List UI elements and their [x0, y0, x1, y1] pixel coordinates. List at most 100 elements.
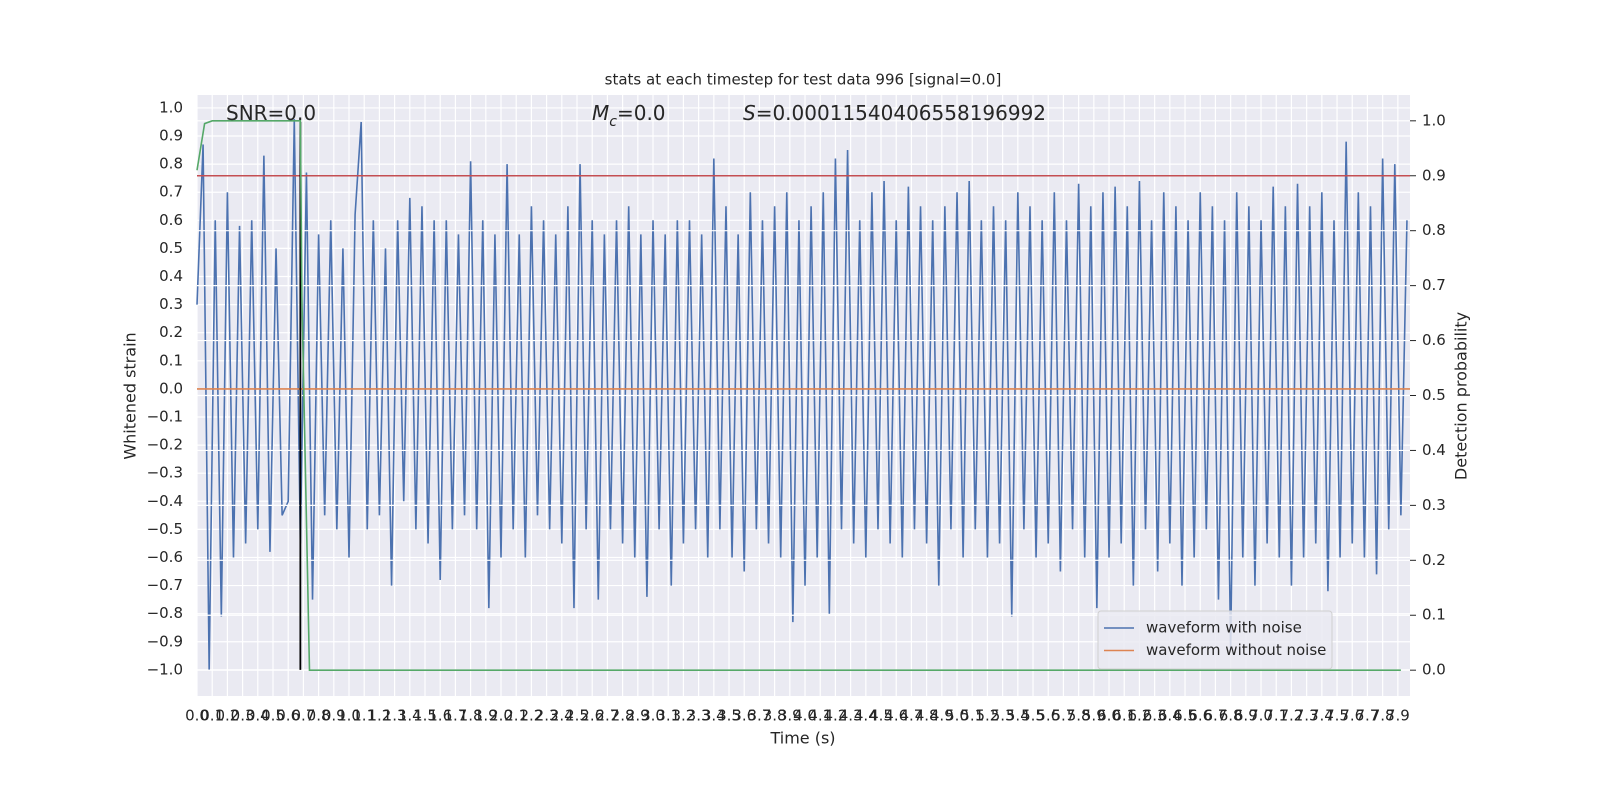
- x-tick-label: 4.4: [854, 707, 878, 725]
- x-tick-label: 2.7: [595, 707, 619, 725]
- x-tick-label: 4.6: [884, 707, 908, 725]
- x-tick-label: 6.0: [1097, 707, 1121, 725]
- x-tick-label: 3.1: [656, 707, 680, 725]
- annotation-subscript: c: [609, 114, 617, 130]
- annotation-symbol: M: [592, 101, 609, 125]
- x-tick-label: 4.9: [930, 707, 954, 725]
- x-tick-label: 0.3: [231, 707, 255, 725]
- x-tick-label: 6.8: [1219, 707, 1243, 725]
- x-tick-label: 5.0: [945, 707, 969, 725]
- x-tick-label: 3.2: [671, 707, 695, 725]
- y-tick-label: 0.8: [159, 155, 183, 173]
- x-tick-label: 2.4: [550, 707, 574, 725]
- x-tick-label: 4.3: [839, 707, 863, 725]
- x-tick-label: 3.0: [641, 707, 665, 725]
- x-tick-label: 3.3: [687, 707, 711, 725]
- x-tick-label: 1.7: [443, 707, 467, 725]
- series-line: [196, 120, 1401, 671]
- y-tick-label: 0.6: [159, 211, 183, 229]
- y-tick-label: −0.5: [147, 520, 183, 538]
- y-tick-label: −0.3: [147, 464, 183, 482]
- x-tick-label: 2.0: [489, 707, 513, 725]
- y-tick-label: −0.1: [147, 407, 183, 425]
- annotation-symbol: S: [743, 101, 756, 125]
- y-tick-label: 0.7: [159, 183, 183, 201]
- x-tick-label: 6.6: [1188, 707, 1212, 725]
- x-tick-label: 6.9: [1234, 707, 1258, 725]
- x-tick-label: 0.1: [200, 707, 224, 725]
- y-tick-label: 0.5: [159, 239, 183, 257]
- x-tick-label: 6.2: [1128, 707, 1152, 725]
- x-tick-label: 1.2: [367, 707, 391, 725]
- x-tick-label: 7.1: [1264, 707, 1288, 725]
- y-tick-label: −0.4: [147, 492, 183, 510]
- y2-tick-label: 1.0: [1422, 111, 1446, 129]
- x-tick-label: 4.8: [915, 707, 939, 725]
- y-tick-label: −0.8: [147, 604, 183, 622]
- y2-tick-label: 0.0: [1422, 661, 1446, 679]
- legend-label: waveform without noise: [1146, 641, 1326, 659]
- x-tick-label: 7.0: [1249, 707, 1273, 725]
- x-tick-label: 4.0: [793, 707, 817, 725]
- x-tick-label: 0.9: [322, 707, 346, 725]
- y-tick-label: 1.0: [159, 98, 183, 116]
- x-tick-label: 6.5: [1173, 707, 1197, 725]
- x-tick-label: 2.2: [519, 707, 543, 725]
- x-tick-label: 2.5: [565, 707, 589, 725]
- x-tick-label: 6.4: [1158, 707, 1182, 725]
- x-tick-label: 3.7: [747, 707, 771, 725]
- y2-tick-label: 0.5: [1422, 386, 1446, 404]
- x-tick-label: 5.4: [1006, 707, 1030, 725]
- x-tick-label: 0.0: [185, 707, 209, 725]
- x-tick-label: 1.1: [352, 707, 376, 725]
- x-tick-label: 7.3: [1295, 707, 1319, 725]
- x-tick-label: 5.8: [1067, 707, 1091, 725]
- x-tick-label: 7.2: [1280, 707, 1304, 725]
- x-tick-label: 0.2: [215, 707, 239, 725]
- y-tick-label: 0.3: [159, 295, 183, 313]
- y2-axis-label: Detection probability: [1452, 312, 1471, 480]
- x-tick-label: 3.9: [778, 707, 802, 725]
- annotation-text: =0.0: [617, 101, 666, 125]
- y-tick-label: −0.9: [147, 632, 183, 650]
- x-tick-label: 5.2: [975, 707, 999, 725]
- y2-tick-label: 0.4: [1422, 441, 1446, 459]
- y-tick-label: 0.1: [159, 351, 183, 369]
- y2-tick-label: 0.9: [1422, 166, 1446, 184]
- x-tick-label: 5.9: [1082, 707, 1106, 725]
- y-tick-label: 0.2: [159, 323, 183, 341]
- x-tick-label: 6.7: [1204, 707, 1228, 725]
- annotation: Mc=0.0: [592, 101, 666, 131]
- x-tick-label: 7.7: [1356, 707, 1380, 725]
- x-tick-label: 1.9: [474, 707, 498, 725]
- annotation-text: =0.00011540406558196992: [756, 101, 1046, 125]
- x-tick-label: 5.1: [960, 707, 984, 725]
- series-line: [196, 119, 1408, 670]
- x-tick-label: 4.7: [899, 707, 923, 725]
- y2-tick-label: 0.1: [1422, 606, 1446, 624]
- x-tick-label: 2.1: [504, 707, 528, 725]
- y2-tick-label: 0.7: [1422, 276, 1446, 294]
- x-tick-label: 1.6: [428, 707, 452, 725]
- x-tick-label: 0.7: [291, 707, 315, 725]
- x-tick-label: 4.1: [808, 707, 832, 725]
- x-tick-label: 0.6: [276, 707, 300, 725]
- x-tick-label: 0.5: [261, 707, 285, 725]
- y-tick-label: −0.7: [147, 576, 183, 594]
- x-tick-label: 3.6: [732, 707, 756, 725]
- x-tick-label: 1.3: [383, 707, 407, 725]
- x-tick-label: 6.1: [1112, 707, 1136, 725]
- y2-tick-label: 0.2: [1422, 551, 1446, 569]
- x-tick-label: 5.7: [1051, 707, 1075, 725]
- annotation-text: SNR=0.0: [226, 101, 316, 125]
- legend-box: [1097, 610, 1333, 670]
- chart-title: stats at each timestep for test data 996…: [605, 71, 1002, 89]
- y2-tick-label: 0.6: [1422, 331, 1446, 349]
- x-tick-label: 2.6: [580, 707, 604, 725]
- x-tick-label: 7.6: [1340, 707, 1364, 725]
- x-tick-label: 3.8: [763, 707, 787, 725]
- y2-tick-label: 0.3: [1422, 496, 1446, 514]
- x-axis-label: Time (s): [769, 729, 835, 748]
- y-tick-label: 0.9: [159, 127, 183, 145]
- x-tick-label: 5.3: [991, 707, 1015, 725]
